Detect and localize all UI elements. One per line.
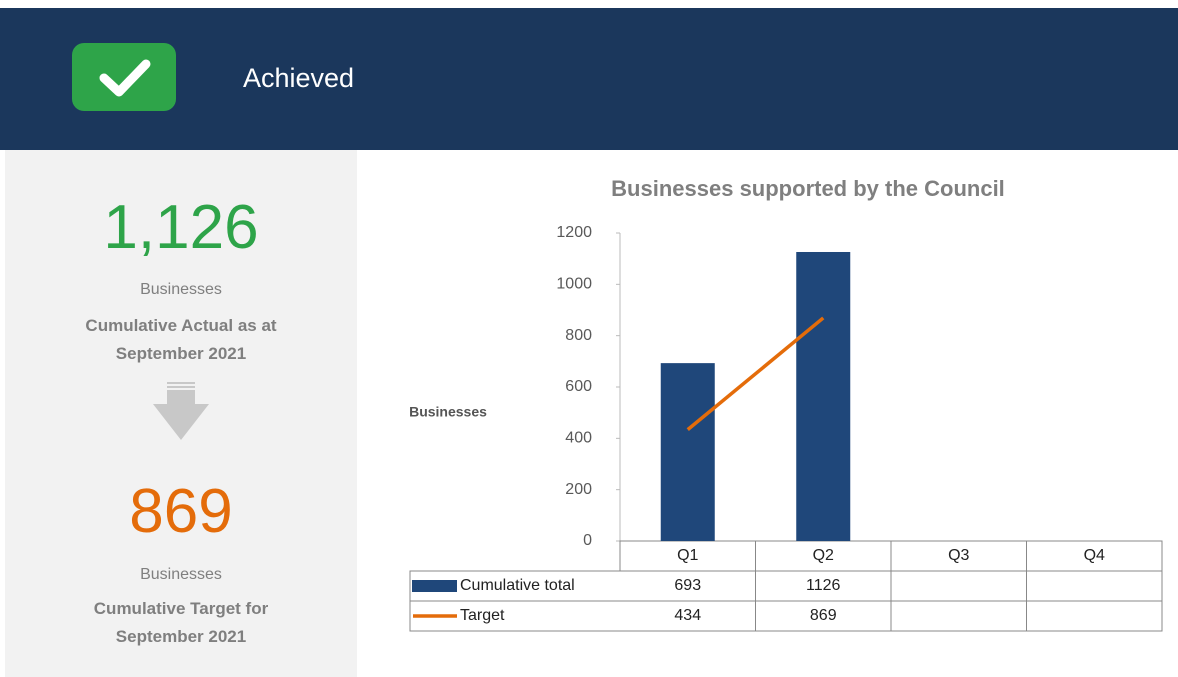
actual-label: Cumulative Actual as at September 2021 [85,316,277,363]
header: Achieved [0,8,1178,150]
target-unit: Businesses [140,566,222,583]
bar [796,251,851,541]
y-tick-label: 1200 [556,224,592,241]
y-tick-label: 400 [565,430,592,447]
x-tick-label: Q1 [677,547,698,564]
y-axis-label: Businesses [409,404,487,420]
check-icon [72,43,176,111]
status-text: Achieved [243,63,355,93]
target-value: 869 [129,477,233,546]
legend-label: Target [460,607,505,624]
table-value: 693 [674,577,701,594]
arrow-icon [153,382,209,440]
bar [660,363,715,541]
x-tick-label: Q3 [948,547,969,564]
chart: Businesses supported by the Council Busi… [409,176,1163,632]
table-value: 434 [674,607,701,624]
y-tick-label: 600 [565,378,592,395]
target-label: Cumulative Target for September 2021 [93,599,269,646]
x-tick-label: Q2 [813,547,834,564]
y-tick-label: 200 [565,481,592,498]
table-value: 1126 [806,577,841,594]
x-tick-label: Q4 [1084,547,1105,564]
legend-label: Cumulative total [460,577,575,594]
actual-value: 1,126 [103,193,259,262]
table-value: 869 [810,607,837,624]
y-tick-label: 1000 [556,276,592,293]
y-tick-label: 0 [583,532,592,549]
legend-swatch [412,580,457,592]
actual-unit: Businesses [140,281,222,298]
y-tick-label: 800 [565,327,592,344]
summary-panel: 1,126 Businesses Cumulative Actual as at… [5,150,357,677]
chart-title: Businesses supported by the Council [611,176,1005,201]
line [686,316,825,431]
